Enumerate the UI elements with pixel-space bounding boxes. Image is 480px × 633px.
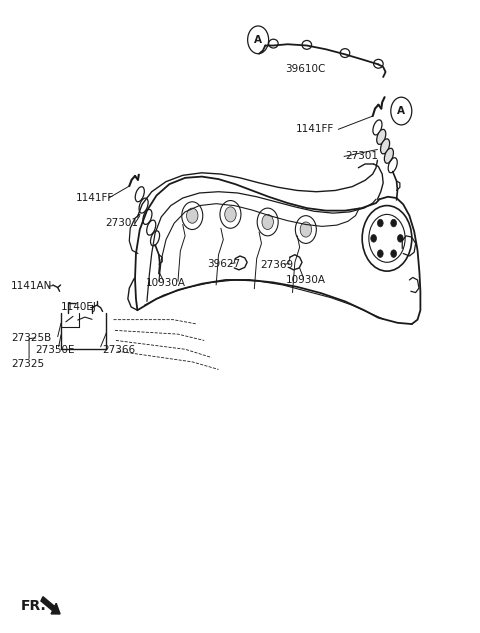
Text: 27301: 27301	[345, 151, 378, 161]
Text: 1141FF: 1141FF	[75, 193, 114, 203]
Circle shape	[262, 215, 274, 230]
Text: 10930A: 10930A	[145, 278, 185, 288]
Circle shape	[371, 235, 376, 242]
Circle shape	[220, 201, 241, 229]
Text: 27369: 27369	[261, 260, 294, 270]
Circle shape	[377, 219, 383, 227]
Circle shape	[369, 215, 405, 262]
Text: 27301: 27301	[106, 218, 138, 229]
Circle shape	[300, 222, 312, 237]
Text: A: A	[397, 106, 405, 116]
Ellipse shape	[377, 129, 386, 144]
Text: 1140EJ: 1140EJ	[61, 302, 97, 312]
Text: 39610C: 39610C	[285, 64, 326, 74]
Circle shape	[187, 208, 198, 223]
Circle shape	[257, 208, 278, 236]
Text: A: A	[254, 35, 262, 45]
Text: 1141AN: 1141AN	[11, 281, 52, 291]
Circle shape	[182, 202, 203, 230]
Text: 39627: 39627	[207, 258, 240, 268]
Circle shape	[391, 97, 412, 125]
Text: FR.: FR.	[21, 599, 46, 613]
Text: 27366: 27366	[103, 345, 136, 355]
FancyArrow shape	[41, 597, 60, 614]
Circle shape	[248, 26, 269, 54]
Ellipse shape	[384, 148, 394, 163]
Circle shape	[295, 216, 316, 244]
Circle shape	[397, 235, 403, 242]
Circle shape	[362, 206, 412, 271]
Text: 10930A: 10930A	[286, 275, 326, 285]
Text: 1141FF: 1141FF	[296, 124, 335, 134]
Text: 27350E: 27350E	[36, 345, 75, 355]
Circle shape	[391, 219, 396, 227]
Ellipse shape	[381, 139, 390, 154]
Circle shape	[377, 250, 383, 258]
Circle shape	[225, 207, 236, 222]
Text: 27325: 27325	[11, 360, 44, 370]
Text: 27325B: 27325B	[11, 333, 51, 343]
Circle shape	[391, 250, 396, 258]
